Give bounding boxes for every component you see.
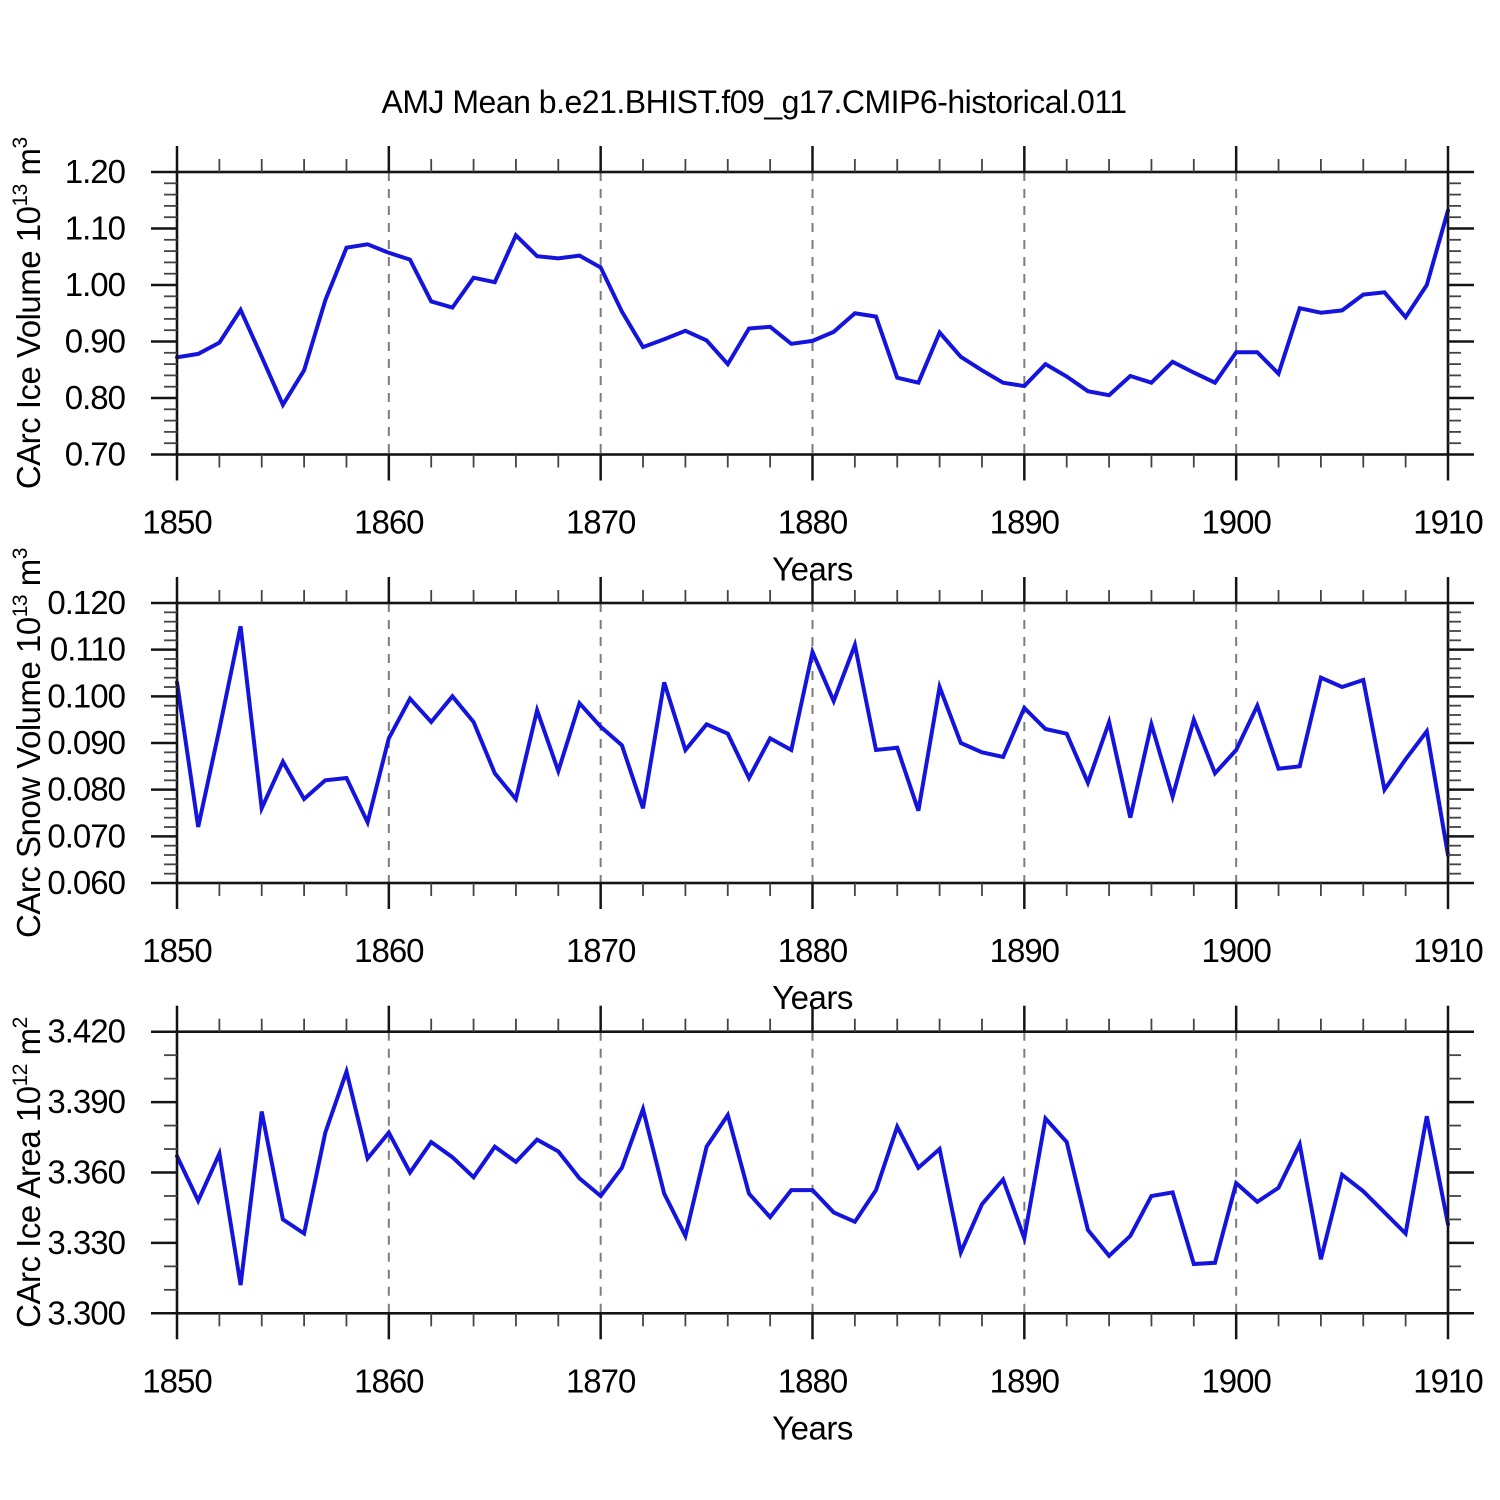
y-axis-title: CArc Snow Volume 1013 m3: [9, 548, 47, 938]
y-tick-label: 3.360: [47, 1154, 125, 1191]
y-tick-label: 1.20: [65, 153, 126, 190]
x-tick-label: 1900: [1201, 504, 1271, 541]
x-tick-label: 1850: [142, 1362, 212, 1399]
y-axis-title: CArc Ice Area 1012 m2: [9, 1017, 47, 1328]
y-axis-title: CArc Ice Volume 1013 m3: [9, 137, 47, 489]
x-tick-label: 1860: [354, 932, 424, 969]
y-axis-title-text: CArc Snow Volume 10: [10, 617, 47, 938]
y-tick-label: 0.70: [65, 436, 126, 473]
chart-title: AMJ Mean b.e21.BHIST.f09_g17.CMIP6-histo…: [381, 84, 1126, 120]
x-tick-label: 1910: [1413, 504, 1483, 541]
y-axis-title-text: m: [10, 149, 47, 185]
panel-ice-area: 1850 1860 1870 1880 1890 1900 1910 3.300 3.330 3.…: [9, 1005, 1484, 1446]
y-axis-title-exponent: 13: [9, 184, 32, 206]
y-tick-label: 0.80: [65, 379, 126, 416]
y-axis-title-text: CArc Ice Area 10: [10, 1086, 47, 1328]
y-axis-title-text: CArc Ice Volume 10: [10, 206, 47, 489]
x-tick-label: 1900: [1201, 1362, 1271, 1399]
snow-volume-line: [175, 625, 1450, 857]
y-axis-title-exponent: 13: [9, 595, 32, 617]
y-axis-title-exponent: 12: [9, 1064, 32, 1086]
x-tick-label: 1860: [354, 504, 424, 541]
y-tick-label: 0.070: [47, 817, 125, 854]
ice-area-line: [175, 1064, 1450, 1286]
y-tick-label: 0.060: [47, 864, 125, 901]
y-tick-label: 0.100: [47, 677, 125, 714]
y-axis-title-exponent: 3: [9, 548, 32, 559]
y-axis-title-exponent: 3: [9, 137, 32, 148]
y-tick-label: 0.090: [47, 724, 125, 761]
y-tick-label: 0.120: [47, 584, 125, 621]
y-tick-label: 0.90: [65, 323, 126, 360]
x-tick-label: 1880: [778, 932, 848, 969]
y-tick-label: 1.10: [65, 210, 126, 247]
ice-volume-line: [175, 208, 1450, 410]
y-tick-label: 1.00: [65, 266, 126, 303]
x-tick-label: 1880: [778, 504, 848, 541]
panels-group: 1850 1860 1870 1880 1890 1900 1910 0.70 0.80 0.90…: [9, 137, 1484, 1446]
y-axis-title-text: m: [10, 559, 47, 595]
x-tick-label: 1890: [990, 932, 1060, 969]
y-tick-label: 3.300: [47, 1294, 125, 1331]
x-tick-label: 1890: [990, 1362, 1060, 1399]
panel-snow-volume: 1850 1860 1870 1880 1890 1900 1910 0.060 0.070 0.…: [9, 548, 1484, 1016]
x-tick-label: 1890: [990, 504, 1060, 541]
x-tick-label: 1880: [778, 1362, 848, 1399]
x-tick-label: 1850: [142, 932, 212, 969]
y-tick-label: 0.110: [50, 631, 126, 668]
x-tick-label: 1870: [566, 504, 636, 541]
y-tick-label: 3.420: [47, 1013, 125, 1050]
y-tick-label: 3.330: [47, 1224, 125, 1261]
panel-ice-volume: 1850 1860 1870 1880 1890 1900 1910 0.70 0.80 0.90…: [9, 137, 1484, 587]
x-axis-title: Years: [772, 1409, 853, 1446]
x-tick-label: 1910: [1413, 1362, 1483, 1399]
x-tick-label: 1870: [566, 1362, 636, 1399]
y-tick-label: 3.390: [47, 1083, 125, 1120]
y-axis-title-text: m: [10, 1028, 47, 1064]
x-tick-label: 1910: [1413, 932, 1483, 969]
y-tick-label: 0.080: [47, 771, 125, 808]
y-axis-title-exponent: 2: [9, 1017, 32, 1028]
x-tick-label: 1850: [142, 504, 212, 541]
x-tick-label: 1900: [1201, 932, 1271, 969]
x-tick-label: 1860: [354, 1362, 424, 1399]
x-tick-label: 1870: [566, 932, 636, 969]
